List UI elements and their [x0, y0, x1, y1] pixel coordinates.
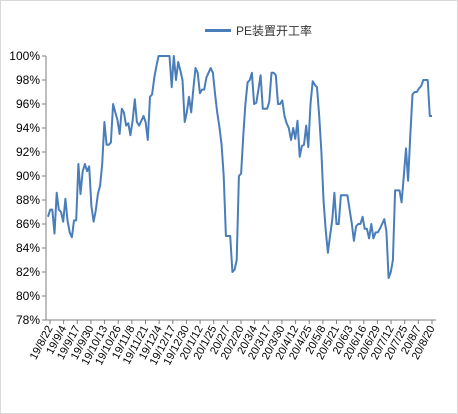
y-tick-label: 80% — [16, 289, 40, 303]
y-tick-label: 84% — [16, 241, 40, 255]
y-tick-label: 78% — [16, 313, 40, 327]
legend-swatch — [205, 28, 231, 32]
y-tick-label: 100% — [9, 49, 40, 63]
y-tick-label: 82% — [16, 265, 40, 279]
y-tick-label: 94% — [16, 121, 40, 135]
x-ticks: 19/8/2219/9/419/9/1719/9/3019/10/1319/10… — [28, 320, 438, 367]
y-tick-label: 92% — [16, 145, 40, 159]
legend-label: PE装置开工率 — [236, 23, 313, 38]
series-line — [47, 55, 432, 279]
y-ticks: 78% 80% 82% 84% 86% 88% 90% 92% 94% 96% 98% 100% — [9, 49, 46, 327]
y-tick-label: 96% — [16, 97, 40, 111]
legend: PE装置开工率 — [205, 22, 312, 38]
y-tick-label: 88% — [16, 193, 40, 207]
y-tick-label: 86% — [16, 217, 40, 231]
y-tick-label: 98% — [16, 73, 40, 87]
y-tick-label: 90% — [16, 169, 40, 183]
